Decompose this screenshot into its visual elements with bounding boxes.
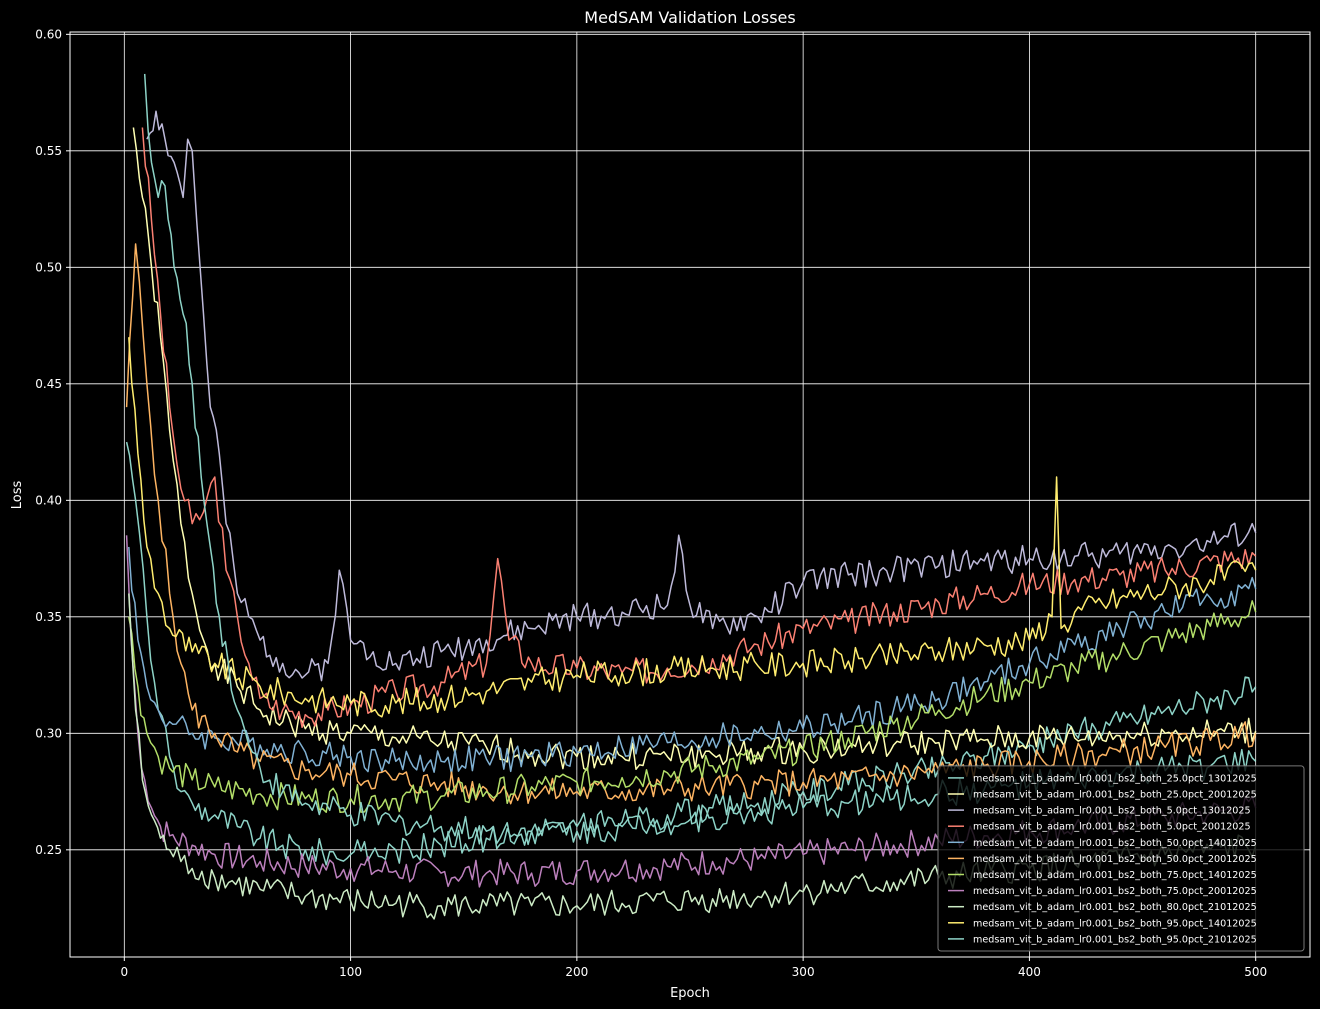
legend-entry: medsam_vit_b_adam_lr0.001_bs2_both_5.0pc…	[973, 806, 1251, 817]
y-tick-label: 0.40	[35, 493, 62, 507]
series-line	[128, 546, 1257, 775]
legend-entry: medsam_vit_b_adam_lr0.001_bs2_both_50.0p…	[973, 838, 1257, 849]
legend-entry: medsam_vit_b_adam_lr0.001_bs2_both_25.0p…	[973, 773, 1257, 784]
series-line	[128, 337, 1257, 718]
y-tick-label: 0.25	[35, 843, 62, 857]
series-line	[128, 600, 1257, 814]
legend-box	[937, 765, 1305, 952]
legend-entry: medsam_vit_b_adam_lr0.001_bs2_both_25.0p…	[973, 790, 1257, 801]
y-tick-label: 0.45	[35, 377, 62, 391]
x-axis-label: Epoch	[670, 986, 710, 1001]
series-line	[146, 110, 1257, 682]
x-tick-label: 300	[792, 965, 815, 979]
y-tick-label: 0.35	[35, 610, 62, 624]
x-tick-label: 500	[1244, 965, 1267, 979]
x-tick-label: 400	[1018, 965, 1041, 979]
series-line	[132, 127, 1257, 771]
x-tick-label: 100	[339, 965, 362, 979]
x-tick-label: 0	[120, 965, 128, 979]
series-lines	[125, 73, 1257, 920]
y-tick-label: 0.30	[35, 726, 62, 740]
legend-entry: medsam_vit_b_adam_lr0.001_bs2_both_80.0p…	[973, 902, 1257, 913]
series-line	[125, 441, 1257, 866]
legend-entry: medsam_vit_b_adam_lr0.001_bs2_both_75.0p…	[973, 870, 1257, 881]
plot-frame	[69, 31, 1311, 958]
y-tick-label: 0.50	[35, 260, 62, 274]
axis-ticks: 0 100 200 300 400 500 0.25 0.30 0.35 0.40 0.45 0.50…	[35, 27, 1267, 979]
grid-lines	[70, 32, 1310, 957]
y-tick-label: 0.60	[35, 27, 62, 41]
legend: medsam_vit_b_adam_lr0.001_bs2_both_25.0p…	[937, 765, 1305, 952]
legend-entry: medsam_vit_b_adam_lr0.001_bs2_both_50.0p…	[973, 854, 1257, 865]
legend-entry: medsam_vit_b_adam_lr0.001_bs2_both_95.0p…	[973, 918, 1257, 929]
legend-entry: medsam_vit_b_adam_lr0.001_bs2_both_75.0p…	[973, 886, 1257, 897]
y-tick-label: 0.55	[35, 144, 62, 158]
x-tick-label: 200	[565, 965, 588, 979]
y-axis-label: Loss	[10, 481, 25, 510]
series-line	[125, 243, 1257, 805]
chart-title: MedSAM Validation Losses	[584, 8, 795, 27]
legend-entry: medsam_vit_b_adam_lr0.001_bs2_both_5.0pc…	[973, 822, 1251, 833]
legend-entry: medsam_vit_b_adam_lr0.001_bs2_both_95.0p…	[973, 934, 1257, 945]
